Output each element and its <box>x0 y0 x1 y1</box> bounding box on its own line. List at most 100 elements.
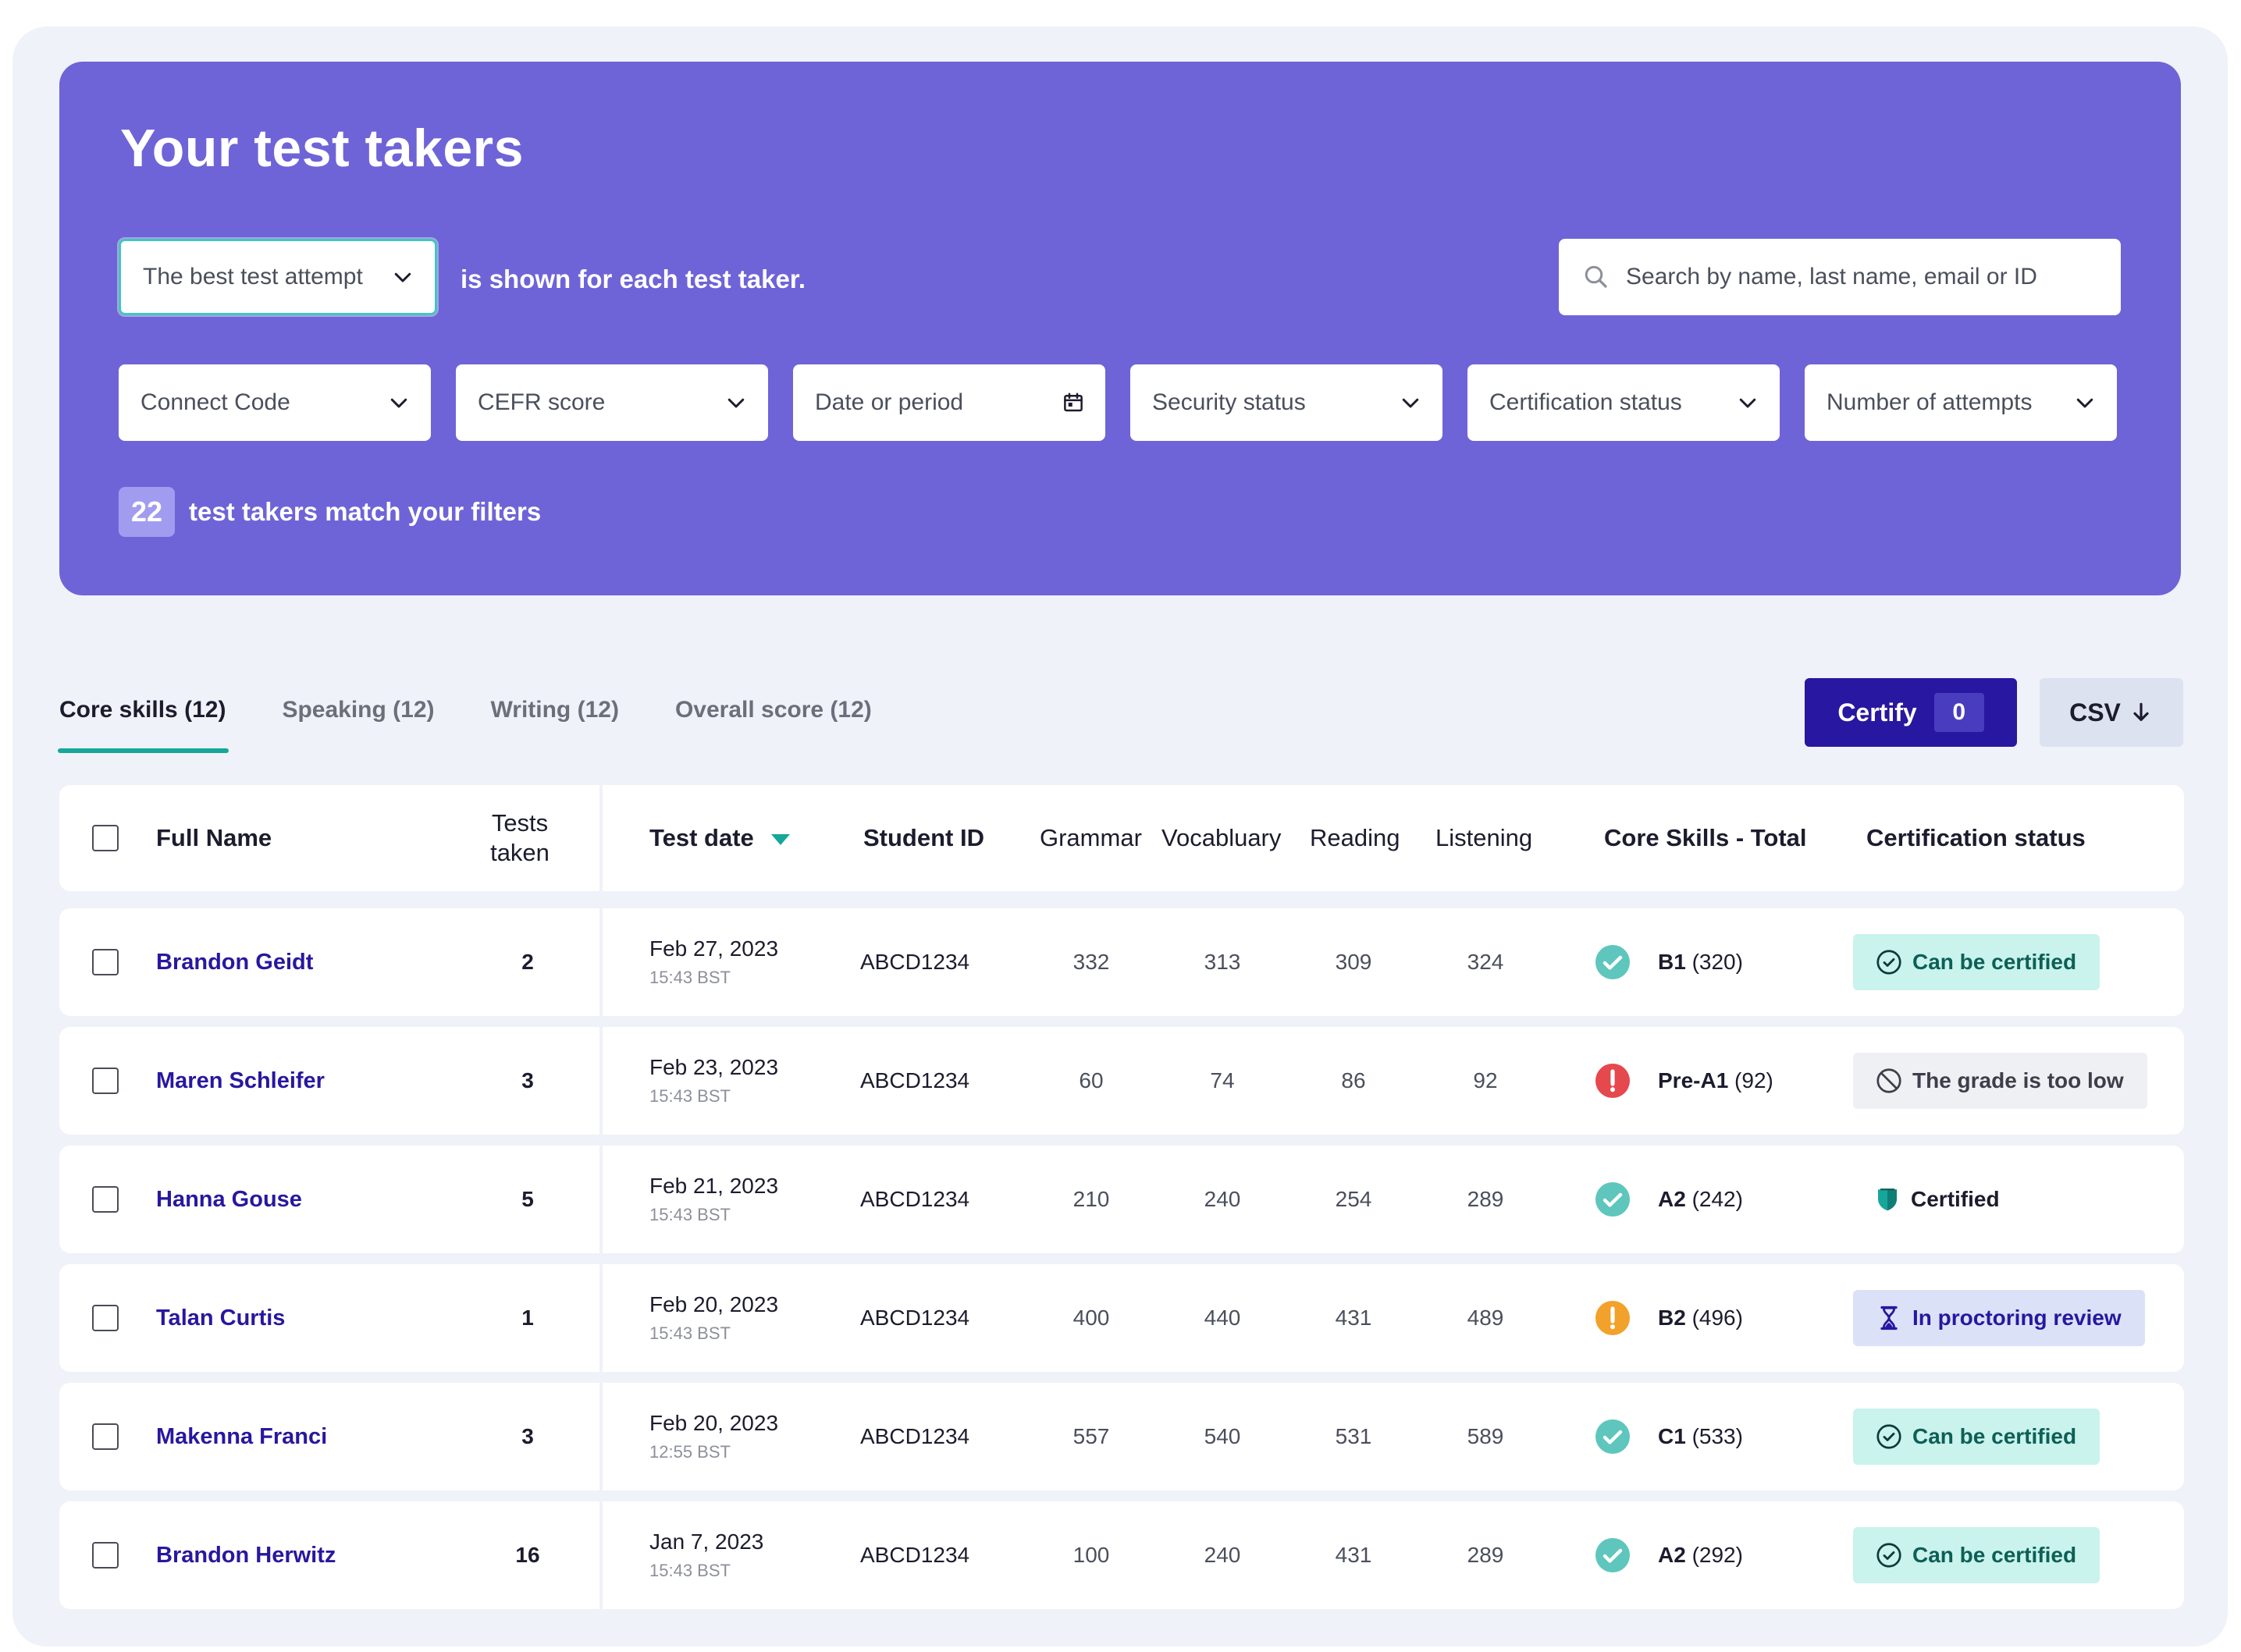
filter-date-period[interactable]: Date or period <box>793 364 1105 441</box>
test-date-cell: Feb 20, 2023 15:43 BST <box>649 1264 778 1372</box>
tab-overall-score[interactable]: Overall score (12) <box>674 697 872 723</box>
select-all-checkbox[interactable] <box>92 825 119 851</box>
listening-score: 289 <box>1467 1543 1504 1567</box>
row-checkbox[interactable] <box>92 1305 119 1331</box>
certified-badge[interactable]: Certified <box>1853 1171 2023 1227</box>
core-skills-total: Pre-A1 (92) <box>1594 1027 1773 1135</box>
core-skills-total: B1 (320) <box>1594 908 1743 1016</box>
tab-core-skills[interactable]: Core skills (12) <box>57 697 229 753</box>
header-student-id[interactable]: Student ID <box>863 824 984 851</box>
table-row[interactable]: Hanna Gouse 5 Feb 21, 2023 15:43 BST ABCD123… <box>59 1146 2184 1253</box>
header-core-skills-total[interactable]: Core Skills - Total <box>1604 824 1807 851</box>
certification-status-label: In proctoring review <box>1912 1306 2122 1330</box>
hourglass-icon <box>1880 1306 1898 1330</box>
check-circle-icon <box>1595 1182 1630 1217</box>
test-date: Feb 27, 2023 <box>649 936 779 961</box>
check-circle-icon <box>1595 945 1630 979</box>
chevron-down-icon <box>390 398 407 408</box>
test-taker-name-link[interactable]: Makenna Franci <box>156 1423 328 1449</box>
vocabulary-score: 240 <box>1204 1543 1241 1567</box>
column-divider <box>599 1264 603 1372</box>
row-checkbox[interactable] <box>92 949 119 975</box>
attempt-description: is shown for each test taker. <box>461 265 806 293</box>
test-date: Jan 7, 2023 <box>649 1529 764 1554</box>
filter-number-of-attempts[interactable]: Number of attempts <box>1805 364 2117 441</box>
listening-score: 589 <box>1467 1424 1504 1448</box>
column-divider <box>599 1146 603 1253</box>
grammar-score: 332 <box>1072 950 1110 974</box>
column-divider <box>599 1383 603 1490</box>
test-taker-name-link[interactable]: Brandon Geidt <box>156 949 314 975</box>
check-outline-icon <box>1876 950 1901 975</box>
filter-security-status[interactable]: Security status <box>1130 364 1442 441</box>
table-row[interactable]: Talan Curtis 1 Feb 20, 2023 15:43 BST ABCD12… <box>59 1264 2184 1372</box>
core-skills-total: A2 (292) <box>1594 1501 1743 1609</box>
test-taker-name-link[interactable]: Brandon Herwitz <box>156 1542 336 1568</box>
header-full-name[interactable]: Full Name <box>156 824 272 851</box>
core-skills-total: B2 (496) <box>1594 1264 1743 1372</box>
certify-button[interactable]: Certify 0 <box>1805 678 2017 747</box>
table-row[interactable]: Brandon Geidt 2 Feb 27, 2023 15:43 BST ABCD1… <box>59 908 2184 1016</box>
chevron-down-icon <box>727 398 745 408</box>
header-reading[interactable]: Reading <box>1310 824 1400 851</box>
chevron-down-icon <box>1402 398 1419 408</box>
test-date-cell: Feb 21, 2023 15:43 BST <box>649 1146 778 1253</box>
core-skills-total: C1 (533) <box>1594 1383 1743 1490</box>
tests-taken-count: 3 <box>521 1424 534 1448</box>
search-placeholder: Search by name, last name, email or ID <box>1626 264 2037 290</box>
listening-score: 324 <box>1467 950 1504 974</box>
match-count-badge: 22 <box>119 487 175 537</box>
header-test-date[interactable]: Test date <box>649 785 790 891</box>
row-checkbox[interactable] <box>92 1423 119 1450</box>
attempt-select[interactable]: The best test attempt <box>119 239 437 315</box>
row-checkbox[interactable] <box>92 1068 119 1094</box>
filter-certification-status[interactable]: Certification status <box>1467 364 1780 441</box>
table-row[interactable]: Maren Schleifer 3 Feb 23, 2023 15:43 BST ABC… <box>59 1027 2184 1135</box>
can-be-certified-badge[interactable]: Can be certified <box>1853 934 2100 990</box>
row-checkbox[interactable] <box>92 1542 119 1569</box>
vocabulary-score: 540 <box>1204 1424 1241 1448</box>
csv-download-button[interactable]: CSV <box>2040 678 2183 747</box>
header-certification-status[interactable]: Certification status <box>1866 824 2086 851</box>
header-grammar[interactable]: Grammar <box>1040 824 1142 851</box>
can-be-certified-badge[interactable]: Can be certified <box>1853 1527 2100 1583</box>
table-row[interactable]: Makenna Franci 3 Feb 20, 2023 12:55 BST ABCD… <box>59 1383 2184 1490</box>
cefr-score: A2 (292) <box>1658 1543 1743 1568</box>
tab-writing[interactable]: Writing (12) <box>490 697 619 723</box>
can-be-certified-badge[interactable]: Can be certified <box>1853 1409 2100 1465</box>
check-outline-icon <box>1876 1543 1901 1568</box>
listening-score: 489 <box>1467 1306 1504 1330</box>
header-vocabulary[interactable]: Vocabluary <box>1161 824 1282 851</box>
header-listening[interactable]: Listening <box>1435 824 1533 851</box>
grade-too-low-badge[interactable]: The grade is too low <box>1853 1053 2147 1109</box>
search-input[interactable]: Search by name, last name, email or ID <box>1559 239 2121 315</box>
tab-speaking[interactable]: Speaking (12) <box>282 697 435 723</box>
sort-descending-icon <box>770 834 790 845</box>
test-taker-name-link[interactable]: Talan Curtis <box>156 1305 286 1330</box>
reading-score: 254 <box>1335 1187 1372 1211</box>
column-divider <box>599 1501 603 1609</box>
column-divider <box>599 1027 603 1135</box>
filter-connect-code[interactable]: Connect Code <box>119 364 431 441</box>
page-title: Your test takers <box>120 119 524 178</box>
reading-score: 431 <box>1335 1306 1372 1330</box>
filter-cefr-score[interactable]: CEFR score <box>456 364 768 441</box>
row-checkbox[interactable] <box>92 1186 119 1213</box>
test-taker-name-link[interactable]: Hanna Gouse <box>156 1186 302 1212</box>
reading-score: 86 <box>1341 1068 1366 1092</box>
student-id: ABCD1234 <box>860 1306 970 1330</box>
student-id: ABCD1234 <box>860 950 970 974</box>
cefr-level: A2 <box>1658 1187 1686 1211</box>
arrow-down-icon <box>2133 702 2149 721</box>
warning-circle-icon <box>1595 1301 1630 1335</box>
calendar-icon <box>1064 393 1083 412</box>
cefr-points: (92) <box>1734 1068 1773 1092</box>
proctoring-review-badge[interactable]: In proctoring review <box>1853 1290 2145 1346</box>
search-icon <box>1585 265 1607 288</box>
table-row[interactable]: Brandon Herwitz 16 Jan 7, 2023 15:43 BST ABC… <box>59 1501 2184 1609</box>
test-taker-name-link[interactable]: Maren Schleifer <box>156 1068 325 1093</box>
test-date: Feb 21, 2023 <box>649 1174 779 1198</box>
header-tests-taken[interactable]: Tests taken <box>457 785 582 891</box>
cefr-level: B2 <box>1658 1306 1686 1330</box>
check-outline-icon <box>1876 1424 1901 1449</box>
